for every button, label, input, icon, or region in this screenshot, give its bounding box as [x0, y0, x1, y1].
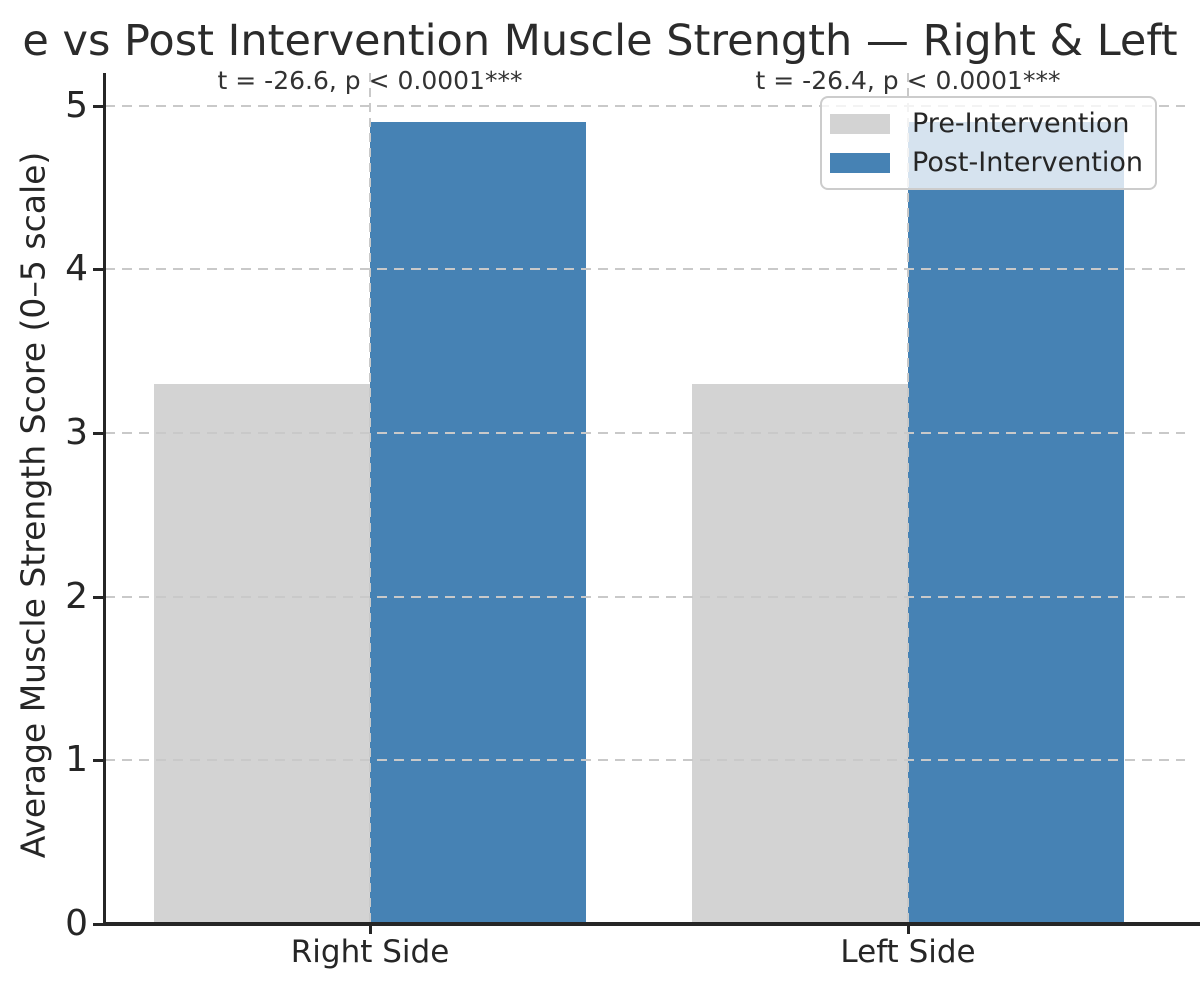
y-tick-label-3: 3 — [65, 412, 88, 454]
y-gridline-1 — [105, 759, 1185, 762]
y-gridline-4 — [105, 268, 1185, 271]
stat-annotation-1: t = -26.6, p < 0.0001*** — [217, 66, 523, 95]
legend-row-pre-intervention: Pre-Intervention — [830, 108, 1155, 139]
bar-right-side-post-intervention — [370, 122, 586, 924]
legend: Pre-Intervention Post-Intervention — [820, 96, 1157, 190]
stat-annotation-2: t = -26.4, p < 0.0001*** — [755, 66, 1061, 95]
y-tick-mark-5 — [93, 104, 105, 108]
y-tick-mark-0 — [93, 923, 105, 926]
x-axis-spine — [103, 922, 1200, 926]
bar-left-side-post-intervention — [908, 122, 1124, 924]
bar-left-side-pre-intervention — [692, 383, 908, 924]
y-tick-label-4: 4 — [65, 248, 88, 290]
group-center-guide-line — [369, 73, 371, 924]
x-tick-mark-2 — [907, 924, 910, 934]
legend-label-post-intervention: Post-Intervention — [912, 147, 1144, 178]
y-gridline-2 — [105, 595, 1185, 598]
legend-row-post-intervention: Post-Intervention — [830, 147, 1155, 178]
chart-title: e vs Post Intervention Muscle Strength —… — [22, 16, 1178, 66]
legend-swatch-pre-intervention — [830, 113, 890, 134]
y-tick-mark-2 — [93, 595, 105, 599]
y-gridline-3 — [105, 432, 1185, 435]
y-tick-label-5: 5 — [65, 84, 88, 126]
y-gridline-5 — [105, 104, 1185, 107]
y-tick-label-1: 1 — [65, 739, 88, 781]
plot-area — [105, 73, 1185, 924]
y-tick-mark-3 — [93, 432, 105, 436]
x-tick-label-right-side: Right Side — [290, 934, 450, 970]
group-center-guide-line — [907, 73, 909, 924]
bar-right-side-pre-intervention — [154, 383, 370, 924]
legend-swatch-post-intervention — [830, 152, 890, 173]
x-tick-mark-1 — [369, 924, 372, 934]
legend-label-pre-intervention: Pre-Intervention — [912, 108, 1130, 139]
x-tick-label-left-side: Left Side — [840, 934, 976, 970]
y-tick-mark-1 — [93, 759, 105, 763]
y-tick-label-0: 0 — [65, 903, 88, 944]
y-tick-mark-4 — [93, 268, 105, 272]
y-axis-spine — [103, 73, 106, 926]
y-tick-label-2: 2 — [65, 575, 88, 617]
chart-title-container: e vs Post Intervention Muscle Strength —… — [0, 16, 1200, 76]
